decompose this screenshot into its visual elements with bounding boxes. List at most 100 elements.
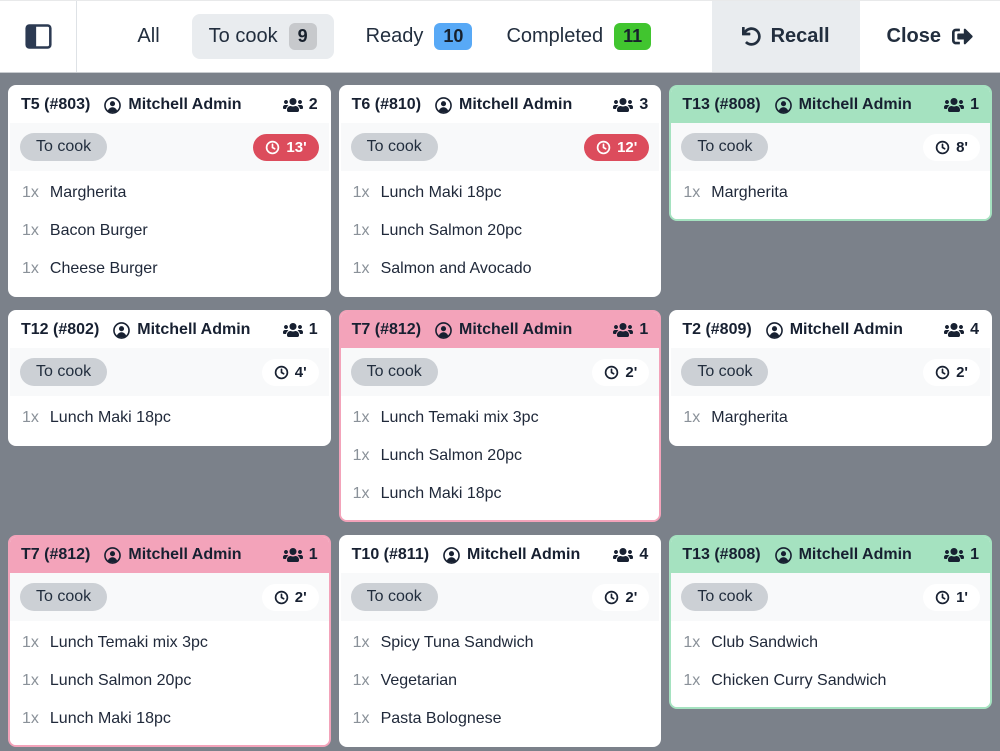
item-name: Pasta Bolognese — [380, 710, 502, 727]
order-line[interactable]: 1x Pasta Bolognese — [341, 700, 660, 738]
order-line[interactable]: 1x Bacon Burger — [10, 212, 329, 250]
item-name: Lunch Salmon 20pc — [49, 672, 192, 689]
status-badge[interactable]: To cook — [20, 358, 108, 386]
order-line[interactable]: 1x Lunch Salmon 20pc — [10, 662, 329, 700]
sign-out-icon — [952, 28, 973, 45]
filter-ready[interactable]: Ready 10 — [364, 15, 475, 58]
item-quantity: 1x — [352, 447, 370, 464]
user-circle-icon — [435, 321, 452, 339]
undo-icon — [741, 27, 761, 46]
order-card[interactable]: T13 (#808) Mitchell Admin 1 To cook — [669, 535, 992, 709]
order-card[interactable]: T2 (#809) Mitchell Admin 4 To cook — [669, 310, 992, 446]
item-quantity: 1x — [683, 672, 701, 689]
close-button[interactable]: Close — [859, 1, 1000, 72]
sidebar-toggle-button[interactable] — [0, 1, 77, 72]
order-line[interactable]: 1x Lunch Maki 18pc — [10, 399, 329, 437]
employee-name: Mitchell Admin — [459, 321, 573, 338]
status-badge[interactable]: To cook — [681, 358, 769, 386]
item-quantity: 1x — [352, 485, 370, 502]
filter-to-cook-label: To cook — [208, 25, 278, 47]
filter-all[interactable]: All — [135, 17, 161, 56]
timer-value: 2' — [625, 363, 638, 381]
filter-completed-label: Completed — [506, 25, 604, 47]
employee-name: Mitchell Admin — [128, 96, 242, 113]
table-label: T5 (#803) — [21, 96, 91, 113]
order-line[interactable]: 1x Lunch Maki 18pc — [10, 700, 329, 738]
clock-icon — [274, 590, 288, 604]
item-quantity: 1x — [352, 222, 370, 239]
order-line[interactable]: 1x Margherita — [671, 174, 990, 212]
employee-name: Mitchell Admin — [798, 546, 912, 563]
clock-icon — [266, 140, 280, 154]
guest-count: 1 — [613, 321, 648, 339]
guest-count-value: 1 — [308, 546, 318, 563]
item-name: Spicy Tuna Sandwich — [380, 634, 534, 651]
filter-all-label: All — [137, 25, 160, 47]
recall-button[interactable]: Recall — [711, 1, 860, 72]
timer-value: 1' — [956, 588, 968, 606]
status-row: To cook 8' — [671, 123, 990, 171]
order-line[interactable]: 1x Lunch Temaki mix 3pc — [10, 624, 329, 662]
item-name: Margherita — [49, 184, 127, 201]
order-line[interactable]: 1x Lunch Temaki mix 3pc — [341, 399, 660, 437]
guest-count: 4 — [613, 546, 648, 564]
order-line[interactable]: 1x Spicy Tuna Sandwich — [341, 624, 660, 662]
employee-name: Mitchell Admin — [798, 96, 912, 113]
order-line[interactable]: 1x Salmon and Avocado — [341, 250, 660, 288]
item-name: Club Sandwich — [711, 634, 818, 651]
timer-value: 2' — [625, 588, 638, 606]
order-line[interactable]: 1x Cheese Burger — [10, 250, 329, 288]
status-badge[interactable]: To cook — [20, 133, 108, 161]
item-quantity: 1x — [683, 409, 701, 426]
order-card[interactable]: T5 (#803) Mitchell Admin 2 To cook — [8, 85, 331, 297]
clock-icon — [935, 365, 950, 379]
order-card[interactable]: T7 (#812) Mitchell Admin 1 To cook — [8, 535, 331, 747]
order-card[interactable]: T7 (#812) Mitchell Admin 1 To cook — [338, 310, 662, 522]
filter-to-cook[interactable]: To cook 9 — [191, 14, 334, 59]
order-line[interactable]: 1x Lunch Maki 18pc — [341, 174, 660, 212]
status-badge[interactable]: To cook — [350, 133, 438, 161]
order-card[interactable]: T13 (#808) Mitchell Admin 1 To cook — [669, 85, 992, 221]
status-badge[interactable]: To cook — [681, 583, 769, 611]
order-items: 1x Club Sandwich 1x Chicken Curry Sandwi… — [671, 621, 990, 707]
status-badge[interactable]: To cook — [681, 133, 769, 161]
guest-count: 1 — [282, 321, 318, 339]
order-card[interactable]: T10 (#811) Mitchell Admin 4 To cook — [338, 535, 662, 747]
status-badge[interactable]: To cook — [20, 583, 108, 611]
timer-badge: 13' — [253, 133, 319, 161]
status-badge[interactable]: To cook — [350, 583, 438, 611]
filter-completed[interactable]: Completed 11 — [504, 15, 653, 58]
timer-badge: 4' — [261, 358, 319, 386]
order-card[interactable]: T6 (#810) Mitchell Admin 3 To cook — [338, 85, 662, 297]
order-line[interactable]: 1x Chicken Curry Sandwich — [671, 662, 990, 700]
item-quantity: 1x — [683, 634, 701, 651]
item-name: Lunch Maki 18pc — [380, 485, 502, 502]
guest-count-value: 1 — [970, 96, 979, 113]
order-card[interactable]: T12 (#802) Mitchell Admin 1 To cook — [8, 310, 331, 446]
status-badge[interactable]: To cook — [350, 358, 438, 386]
order-line[interactable]: 1x Lunch Maki 18pc — [341, 475, 660, 513]
guests-icon — [282, 98, 303, 112]
timer-value: 8' — [956, 138, 968, 156]
order-line[interactable]: 1x Vegetarian — [341, 662, 660, 700]
order-card-header: T2 (#809) Mitchell Admin 4 — [671, 312, 990, 348]
item-quantity: 1x — [352, 634, 370, 651]
order-line[interactable]: 1x Margherita — [671, 399, 990, 437]
order-line[interactable]: 1x Club Sandwich — [671, 624, 990, 662]
user-circle-icon — [774, 546, 792, 564]
ready-count-badge: 10 — [434, 23, 473, 50]
guest-count-value: 4 — [639, 546, 649, 563]
guest-count: 1 — [282, 546, 318, 564]
timer-badge: 2' — [592, 583, 650, 611]
order-items: 1x Lunch Maki 18pc 1x Lunch Salmon 20pc … — [340, 171, 660, 295]
user-circle-icon — [443, 546, 460, 564]
order-line[interactable]: 1x Margherita — [10, 174, 329, 212]
item-quantity: 1x — [352, 672, 370, 689]
order-line[interactable]: 1x Lunch Salmon 20pc — [341, 212, 660, 250]
timer-badge: 2' — [261, 583, 319, 611]
order-line[interactable]: 1x Lunch Salmon 20pc — [341, 437, 660, 475]
table-label: T13 (#808) — [682, 546, 761, 563]
clock-icon — [935, 590, 950, 604]
user-circle-icon — [104, 96, 122, 114]
item-name: Cheese Burger — [49, 260, 158, 277]
